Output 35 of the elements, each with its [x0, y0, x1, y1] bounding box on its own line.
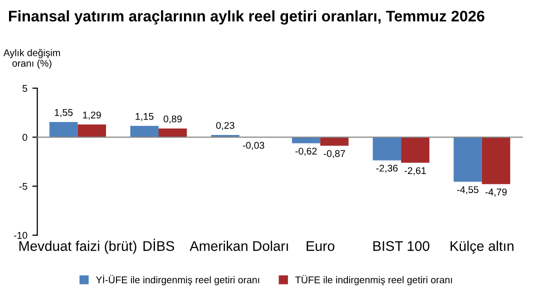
y-tick-label: -5	[19, 183, 28, 190]
bar	[482, 137, 510, 184]
x-tick-label: Külçe altın	[450, 240, 514, 254]
data-label: -4,55	[457, 186, 478, 194]
x-tick-label: Euro	[306, 241, 334, 251]
legend-label: Yİ-ÜFE ile indirgenmiş reel getiri oranı	[96, 274, 260, 286]
x-tick-label: BIST 100	[373, 241, 430, 251]
y-axis-title: Aylık değişim oranı (%)	[3, 48, 60, 69]
data-label: -2,36	[376, 164, 398, 173]
data-label: -0,03	[242, 142, 264, 150]
data-label: 1,55	[54, 109, 73, 118]
x-tick-label: DİBS	[144, 238, 174, 251]
bar	[158, 128, 187, 138]
bar	[372, 137, 402, 160]
bar	[78, 124, 106, 138]
bar	[49, 122, 78, 138]
data-label: -0,87	[324, 150, 345, 158]
bar	[401, 137, 430, 163]
data-label: 0,89	[164, 116, 182, 124]
legend-label: TÜFE ile indirgenmiş reel getiri oranı	[295, 275, 452, 286]
bar	[130, 126, 159, 138]
y-tick-label: 0	[22, 134, 28, 141]
y-tick-label: -10	[14, 232, 28, 239]
data-label: -4,79	[485, 188, 507, 197]
data-label: -2,61	[404, 167, 426, 176]
data-label: -0,62	[295, 148, 317, 156]
data-label: 1,15	[136, 113, 154, 121]
data-label: 1,29	[83, 112, 101, 120]
data-label: 0,23	[216, 122, 234, 130]
y-tick-label: 5	[22, 85, 28, 92]
bar	[454, 137, 482, 182]
bar	[292, 137, 320, 144]
x-tick-label: Amerikan Doları	[190, 240, 288, 251]
chart-title: Finansal yatırım araçlarının aylık reel getiri oranları, Temmuz 2026	[9, 10, 484, 25]
x-tick-label: Mevduat faizi (brüt)	[19, 240, 136, 254]
